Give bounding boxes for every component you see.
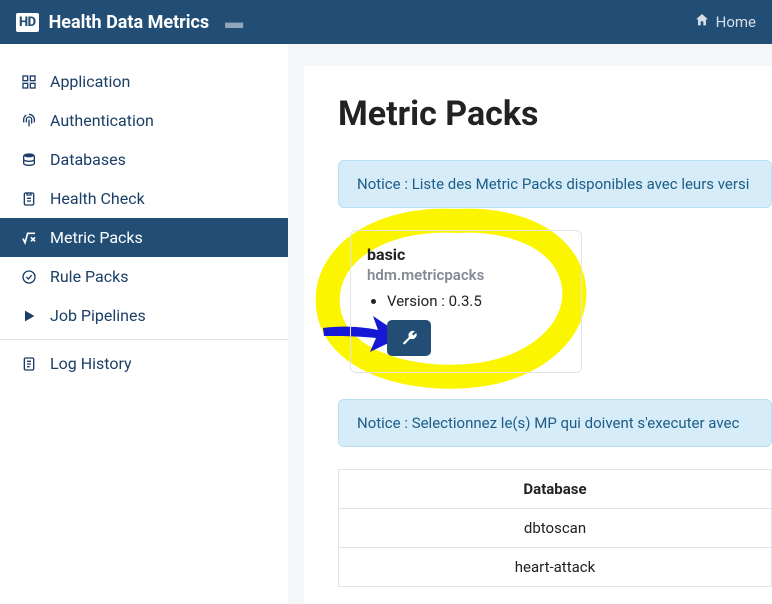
brand: HD Health Data Metrics ▬ (16, 12, 243, 33)
grid-icon (20, 73, 38, 91)
notice-list: Notice : Liste des Metric Packs disponib… (338, 160, 772, 208)
table-cell: dbtoscan (339, 509, 772, 548)
sidebar-label: Authentication (50, 111, 154, 130)
sidebar-label: Rule Packs (50, 267, 128, 286)
brand-logo: HD (16, 13, 39, 32)
database-table: Database dbtoscan heart-attack (338, 469, 772, 587)
clipboard-icon (20, 190, 38, 208)
table-row[interactable]: heart-attack (339, 548, 772, 587)
sidebar-item-databases[interactable]: Databases (0, 140, 288, 179)
configure-button[interactable] (387, 320, 431, 356)
wrench-icon (400, 328, 418, 349)
database-icon (20, 151, 38, 169)
page-panel: Metric Packs Notice : Liste des Metric P… (304, 66, 772, 604)
table-cell: heart-attack (339, 548, 772, 587)
notice-select: Notice : Selectionnez le(s) MP qui doive… (338, 399, 772, 447)
collapse-icon[interactable]: ▬ (225, 12, 243, 33)
play-icon (20, 307, 38, 325)
table-header: Database (339, 470, 772, 509)
sidebar-item-rule-packs[interactable]: Rule Packs (0, 257, 288, 296)
home-link[interactable]: Home (694, 12, 756, 32)
brand-title: Health Data Metrics (49, 12, 210, 33)
card-package: hdm.metricpacks (367, 266, 565, 284)
sidebar-item-application[interactable]: Application (0, 62, 288, 101)
sidebar-label: Job Pipelines (50, 306, 146, 325)
home-label: Home (716, 13, 756, 31)
sqrt-icon (20, 229, 38, 247)
sidebar-item-metric-packs[interactable]: Metric Packs (0, 218, 288, 257)
topbar: HD Health Data Metrics ▬ Home (0, 0, 772, 44)
sidebar-item-authentication[interactable]: Authentication (0, 101, 288, 140)
fingerprint-icon (20, 112, 38, 130)
main-area: Metric Packs Notice : Liste des Metric P… (288, 44, 772, 604)
sidebar-item-health-check[interactable]: Health Check (0, 179, 288, 218)
sidebar-label: Application (50, 72, 130, 91)
sidebar-label: Metric Packs (50, 228, 143, 247)
sidebar: Application Authentication Databases Hea… (0, 44, 288, 604)
check-circle-icon (20, 268, 38, 286)
table-row[interactable]: dbtoscan (339, 509, 772, 548)
sidebar-label: Log History (50, 354, 132, 373)
home-icon (694, 12, 710, 32)
sidebar-item-job-pipelines[interactable]: Job Pipelines (0, 296, 288, 335)
sidebar-item-log-history[interactable]: Log History (0, 344, 288, 383)
metric-pack-card: basic hdm.metricpacks Version : 0.3.5 (350, 230, 582, 373)
sidebar-label: Databases (50, 150, 126, 169)
list-icon (20, 355, 38, 373)
sidebar-label: Health Check (50, 189, 145, 208)
page-title: Metric Packs (338, 94, 772, 134)
sidebar-divider (0, 339, 288, 340)
card-version: Version : 0.3.5 (387, 292, 565, 310)
card-title: basic (367, 245, 565, 264)
